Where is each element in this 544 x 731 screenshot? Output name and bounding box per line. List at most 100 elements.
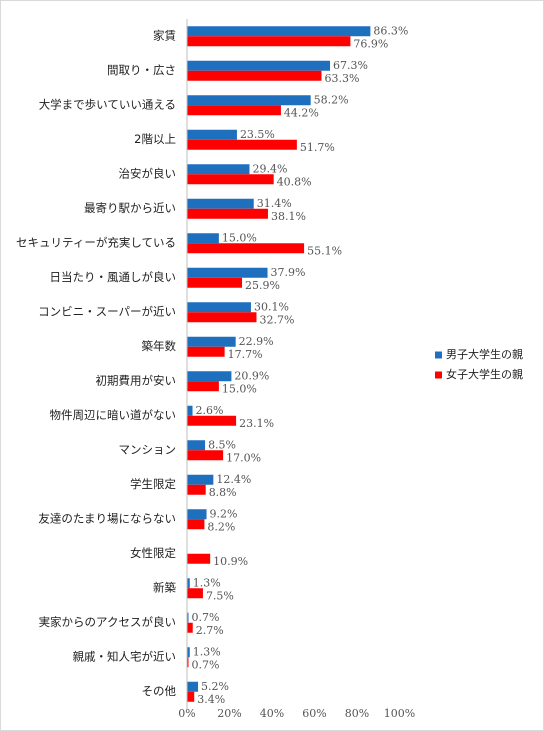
data-label-female: 2.7%	[196, 624, 224, 637]
bar-female	[187, 277, 243, 288]
data-label-male: 30.1%	[254, 300, 289, 313]
data-label-female: 15.0%	[222, 382, 257, 395]
data-label-female: 8.8%	[209, 486, 237, 499]
data-label-male: 37.9%	[271, 266, 306, 279]
data-label-female: 55.1%	[307, 244, 342, 257]
data-label-female: 7.5%	[206, 589, 234, 602]
x-tick-label: 60%	[302, 707, 326, 720]
data-label-male: 22.9%	[239, 335, 274, 348]
data-label-male: 0.7%	[191, 611, 219, 624]
category-label: 家賃	[153, 28, 176, 42]
data-label-male: 31.4%	[257, 197, 292, 210]
data-label-male: 29.4%	[252, 162, 287, 175]
data-label-female: 0.7%	[191, 658, 219, 671]
data-label-female: 40.8%	[277, 175, 312, 188]
x-tick-label: 20%	[217, 707, 241, 720]
legend-label-female: 女子大学生の親	[446, 367, 523, 381]
bar-male	[187, 302, 251, 313]
bar-female	[187, 174, 274, 185]
bar-female	[187, 36, 351, 47]
category-label: 大学まで歩いていい通える	[39, 97, 176, 111]
category-label: 2階以上	[134, 132, 176, 146]
category-label: 初期費用が安い	[96, 373, 177, 387]
category-label: セキュリティーが充実している	[16, 235, 176, 249]
bar-female	[187, 243, 305, 254]
bar-female	[187, 381, 219, 392]
x-tick-label: 40%	[260, 707, 284, 720]
data-label-female: 44.2%	[284, 106, 319, 119]
data-label-female: 3.4%	[197, 693, 225, 706]
x-tick-label: 0%	[178, 707, 195, 720]
bar-female	[187, 105, 281, 116]
category-label: 実家からのアクセスが良い	[39, 615, 176, 629]
category-label: 友達のたまり場にならない	[38, 511, 176, 525]
category-label: 親戚・知人宅が近い	[73, 649, 177, 663]
data-label-female: 51.7%	[300, 141, 335, 154]
data-label-male: 5.2%	[201, 680, 229, 693]
x-tick-label: 100%	[384, 707, 415, 720]
bar-female	[187, 622, 193, 633]
category-label: 物件周辺に暗い道がない	[50, 408, 177, 422]
category-label: 最寄り駅から近い	[84, 201, 176, 215]
bar-male	[187, 440, 206, 451]
data-label-male: 1.3%	[193, 576, 221, 589]
category-label: 間取り・広さ	[107, 63, 176, 77]
bar-female	[187, 312, 257, 323]
data-label-female: 32.7%	[259, 313, 294, 326]
bar-male	[187, 336, 236, 347]
data-label-male: 20.9%	[234, 369, 269, 382]
legend-label-male: 男子大学生の親	[446, 347, 523, 361]
bar-male	[187, 95, 311, 106]
data-label-male: 2.6%	[196, 404, 224, 417]
bar-male	[187, 612, 189, 623]
bar-male	[187, 647, 190, 658]
data-label-female: 38.1%	[271, 210, 306, 223]
category-label: 日当たり・風通しが良い	[50, 270, 177, 284]
bar-male	[187, 578, 190, 589]
bar-female	[187, 657, 189, 668]
bar-male	[187, 164, 250, 175]
data-label-female: 25.9%	[245, 279, 280, 292]
bar-female	[187, 484, 206, 495]
data-label-female: 17.7%	[228, 348, 263, 361]
data-label-male: 86.3%	[373, 24, 408, 37]
category-label: コンビニ・スーパーが近い	[38, 304, 176, 318]
bar-male	[187, 681, 199, 692]
data-label-female: 17.0%	[226, 451, 261, 464]
bar-male	[187, 233, 219, 244]
data-label-male: 1.3%	[193, 645, 221, 658]
bar-male	[187, 26, 371, 37]
category-label: マンション	[119, 442, 177, 456]
bar-male	[187, 129, 237, 140]
category-label: 治安が良い	[119, 166, 177, 180]
data-label-male: 12.4%	[216, 473, 251, 486]
data-label-male: 67.3%	[333, 59, 368, 72]
bar-female	[187, 415, 237, 426]
bar-male	[187, 371, 232, 382]
bar-male	[187, 474, 214, 485]
category-label: その他	[142, 684, 177, 698]
bar-female	[187, 139, 297, 150]
legend-swatch-male	[435, 351, 442, 359]
data-label-male: 9.2%	[210, 507, 238, 520]
bar-female	[187, 691, 195, 702]
bar-female	[187, 519, 205, 530]
bar-male	[187, 405, 193, 416]
data-label-female: 63.3%	[325, 72, 360, 85]
data-label-male: 23.5%	[240, 128, 275, 141]
data-label-female: 23.1%	[239, 417, 274, 430]
bar-male	[187, 60, 331, 71]
x-tick-label: 80%	[345, 707, 369, 720]
bar-male	[187, 509, 207, 520]
bar-female	[187, 588, 203, 599]
legend-swatch-female	[435, 371, 442, 379]
bar-female	[187, 208, 268, 219]
data-label-male: 15.0%	[222, 231, 257, 244]
bar-female	[187, 346, 225, 357]
category-label: 学生限定	[130, 477, 176, 491]
bar-female	[187, 450, 224, 461]
bar-male	[187, 198, 254, 209]
data-label-female: 76.9%	[353, 37, 388, 50]
bar-female	[187, 70, 322, 81]
